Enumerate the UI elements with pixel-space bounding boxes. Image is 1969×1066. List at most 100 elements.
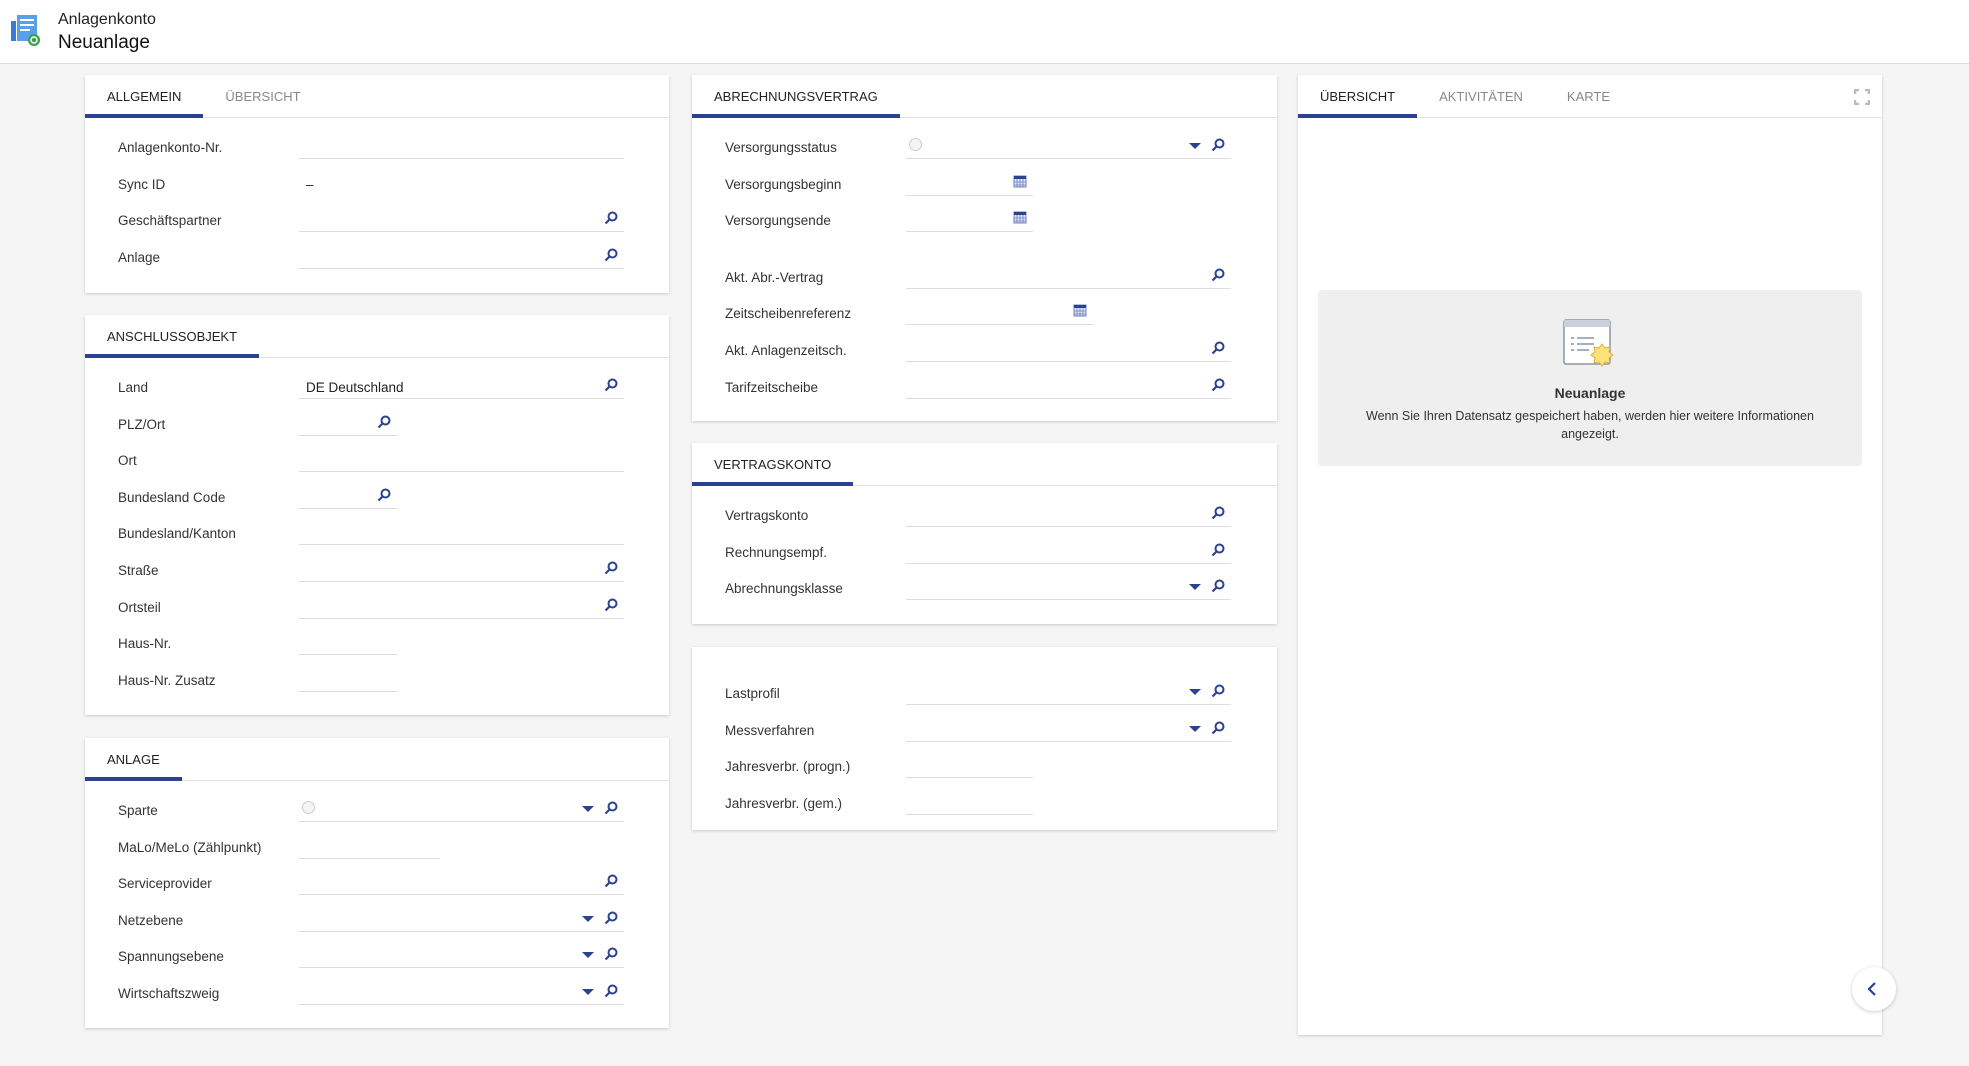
geschaeftspartner-input[interactable]: [299, 202, 624, 233]
versorgungsbeginn-input[interactable]: [906, 166, 1033, 196]
anlagenkonto-nr-input[interactable]: [299, 129, 624, 159]
collapse-panel-button[interactable]: [1852, 967, 1896, 1011]
search-icon[interactable]: [1211, 268, 1225, 282]
tab-karte[interactable]: KARTE: [1566, 89, 1611, 104]
dropdown-arrow-icon[interactable]: [1189, 689, 1201, 695]
search-icon[interactable]: [1211, 543, 1225, 557]
field-row-lastprofil: Lastprofil: [692, 675, 1277, 712]
serviceprovider-input[interactable]: [299, 865, 624, 896]
dropdown-arrow-icon[interactable]: [582, 806, 594, 812]
field-row-bundesland-code: Bundesland Code: [85, 479, 669, 516]
jahresverbr-progn-input[interactable]: [906, 748, 1033, 779]
search-icon[interactable]: [604, 561, 618, 575]
dropdown-arrow-icon[interactable]: [1189, 725, 1201, 732]
card-allgemein: ALLGEMEIN ÜBERSICHT Anlagenkonto-Nr. Sync I…: [85, 75, 669, 293]
tab-aktivitaeten[interactable]: AKTIVITÄTEN: [1439, 89, 1523, 104]
field-row-serviceprovider: Serviceprovider: [85, 865, 669, 902]
field-row-malo-melo-zaehlpunkt: MaLo/MeLo (Zählpunkt): [85, 829, 669, 866]
expand-icon[interactable]: [1854, 89, 1870, 105]
wirtschaftszweig-input[interactable]: [299, 975, 624, 1005]
vertragskonto-tabs: VERTRAGSKONTO: [692, 443, 1277, 486]
dropdown-arrow-icon[interactable]: [1189, 584, 1201, 591]
bundesland-kanton-input[interactable]: [299, 515, 624, 546]
side-panel-tabs: ÜBERSICHT AKTIVITÄTEN KARTE: [1298, 75, 1882, 118]
search-icon[interactable]: [377, 415, 391, 429]
status-indicator: [302, 801, 315, 814]
search-icon[interactable]: [1211, 506, 1225, 520]
dropdown-arrow-icon[interactable]: [582, 988, 594, 995]
search-icon[interactable]: [1211, 721, 1225, 735]
label-sync-id: Sync ID: [118, 176, 166, 192]
anlage-tabs: ANLAGE: [85, 738, 669, 781]
tab-allgemein[interactable]: ALLGEMEIN: [85, 75, 204, 118]
dropdown-arrow-icon[interactable]: [582, 952, 594, 959]
field-row-rechnungsempf: Rechnungsempf.: [692, 534, 1277, 571]
ortsteil-input[interactable]: [299, 589, 624, 619]
label-serviceprovider: Serviceprovider: [118, 876, 212, 892]
side-panel: ÜBERSICHT AKTIVITÄTEN KARTE Neuanlage We…: [1298, 75, 1882, 1035]
tab-anschlussobjekt[interactable]: ANSCHLUSSOBJEKT: [85, 315, 260, 358]
tab-uebersicht[interactable]: ÜBERSICHT: [225, 89, 301, 104]
search-icon[interactable]: [604, 984, 618, 998]
search-icon[interactable]: [604, 911, 618, 925]
search-icon[interactable]: [377, 488, 391, 502]
dropdown-arrow-icon[interactable]: [582, 915, 594, 922]
search-icon[interactable]: [1211, 341, 1225, 355]
field-row-versorgungsbeginn: Versorgungsbeginn: [692, 166, 1277, 203]
ort-input[interactable]: [299, 442, 624, 473]
bundesland-code-input[interactable]: [299, 479, 397, 509]
land-input[interactable]: DE Deutschland: [299, 369, 624, 399]
tab-abrechnungsvertrag[interactable]: ABRECHNUNGSVERTRAG: [692, 75, 900, 118]
haus-nr-input[interactable]: [299, 625, 397, 656]
search-icon[interactable]: [604, 801, 618, 815]
versorgungsstatus-input[interactable]: [906, 129, 1231, 159]
info-text: Wenn Sie Ihren Datensatz gespeichert hab…: [1366, 409, 1814, 441]
search-icon[interactable]: [604, 947, 618, 961]
search-icon[interactable]: [604, 248, 618, 262]
tarifzeitscheibe-input[interactable]: [906, 369, 1231, 399]
search-icon[interactable]: [1211, 378, 1225, 392]
label-abrechnungsklasse: Abrechnungsklasse: [725, 581, 843, 597]
sparte-input[interactable]: [299, 792, 624, 822]
tab-uebersicht[interactable]: ÜBERSICHT: [1298, 75, 1418, 118]
search-icon[interactable]: [604, 598, 618, 612]
strasse-input[interactable]: [299, 552, 624, 582]
plz-ort-input[interactable]: [299, 406, 397, 436]
search-icon[interactable]: [1211, 684, 1225, 698]
calendar-icon[interactable]: [1073, 303, 1087, 317]
allgemein-tabs: ALLGEMEIN ÜBERSICHT: [85, 75, 669, 118]
label-plz-ort: PLZ/Ort: [118, 416, 166, 432]
abrechnungsklasse-input[interactable]: [906, 570, 1231, 601]
lastprofil-input[interactable]: [906, 675, 1231, 705]
versorgungsende-input[interactable]: [906, 202, 1033, 233]
status-indicator: [909, 138, 922, 151]
vertragskonto-input[interactable]: [906, 497, 1231, 527]
dropdown-arrow-icon[interactable]: [1189, 143, 1201, 149]
jahresverbr-gem-input[interactable]: [906, 785, 1033, 815]
netzebene-input[interactable]: [299, 902, 624, 932]
tab-anlage[interactable]: ANLAGE: [85, 738, 182, 781]
label-land: Land: [118, 380, 149, 395]
akt-anlagenzeitsch-input[interactable]: [906, 332, 1231, 362]
search-icon[interactable]: [604, 211, 618, 225]
akt-abr-vertrag-input[interactable]: [906, 259, 1231, 289]
calendar-icon[interactable]: [1013, 174, 1027, 188]
rechnungsempf-input[interactable]: [906, 534, 1231, 564]
calendar-icon[interactable]: [1013, 210, 1027, 224]
label-anlage: Anlage: [118, 249, 161, 265]
field-row-sync-id: Sync ID –: [85, 166, 669, 203]
page-header: Anlagenkonto Neuanlage: [0, 0, 1969, 64]
search-icon[interactable]: [1211, 579, 1225, 593]
label-versorgungsbeginn: Versorgungsbeginn: [725, 176, 842, 192]
tab-vertragskonto[interactable]: VERTRAGSKONTO: [692, 443, 854, 486]
card-vertragskonto: VERTRAGSKONTO Vertragskonto Rechnungsempf.…: [692, 443, 1277, 624]
search-icon[interactable]: [604, 378, 618, 392]
search-icon[interactable]: [604, 874, 618, 888]
haus-nr-zusatz-input[interactable]: [299, 662, 397, 692]
zeitscheibenreferenz-input[interactable]: [906, 295, 1093, 326]
messverfahren-input[interactable]: [906, 712, 1231, 742]
anlage-input[interactable]: [299, 239, 624, 269]
malo-melo-zaehlpunkt-input[interactable]: [299, 829, 440, 859]
search-icon[interactable]: [1211, 138, 1225, 152]
spannungsebene-input[interactable]: [299, 938, 624, 969]
